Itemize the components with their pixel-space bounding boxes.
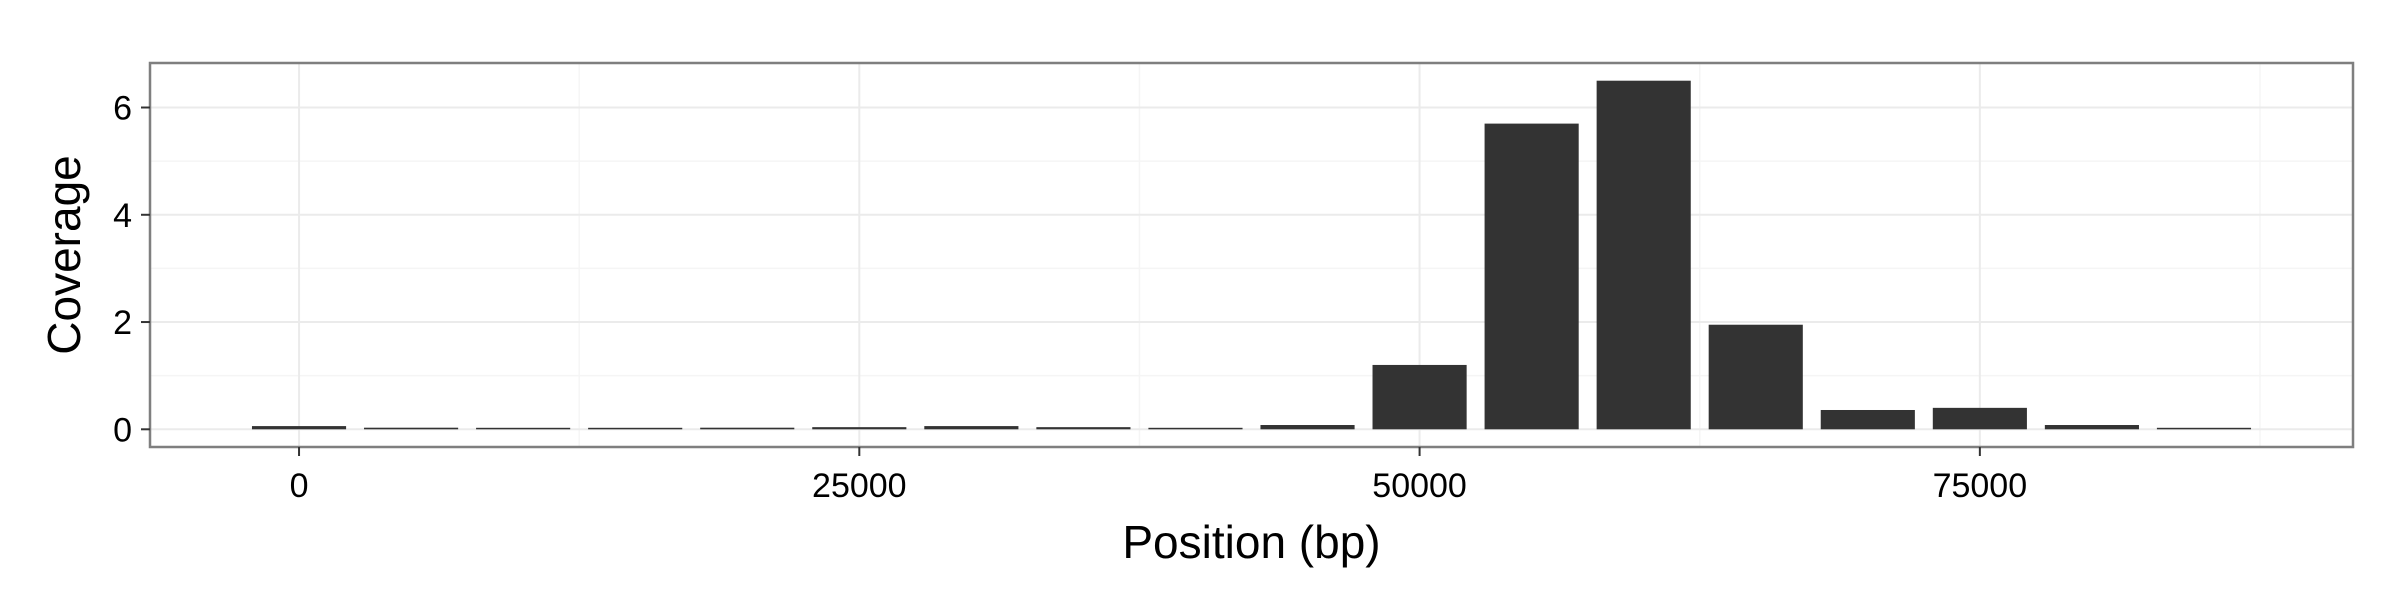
x-tick-label: 50000 [1372,467,1467,505]
bar [924,426,1019,430]
bar [476,427,571,430]
bar [251,426,347,430]
y-tick-label: 2 [113,304,132,342]
bar [1484,123,1579,430]
bar [2044,425,2139,430]
x-axis-title: Position (bp) [1122,516,1380,568]
y-tick-label: 0 [113,411,132,449]
plot-panel [150,63,2353,447]
x-tick-label: 25000 [812,467,907,505]
bar [1148,427,1243,430]
bar [1820,409,1915,430]
bar [364,427,459,430]
y-tick-label: 6 [113,90,132,128]
bar [812,427,907,430]
panel-border [148,61,2355,449]
bar [1932,407,2027,430]
bar [588,427,683,430]
bar [700,427,795,430]
grid-layer [150,63,2353,447]
y-axis-title: Coverage [38,155,90,354]
y-tick-label: 4 [113,197,132,235]
x-tick-label: 75000 [1933,467,2028,505]
bar [1596,80,1691,430]
x-tick-label: 0 [290,467,309,505]
bar [1372,364,1467,430]
bar [2156,427,2252,430]
bar-layer [251,80,2252,430]
bar [1260,425,1355,430]
axis-layer: 0 2 4 6 0 25000 50000 75000 [113,90,2027,505]
bar [1036,427,1131,430]
bar [1708,324,1803,430]
